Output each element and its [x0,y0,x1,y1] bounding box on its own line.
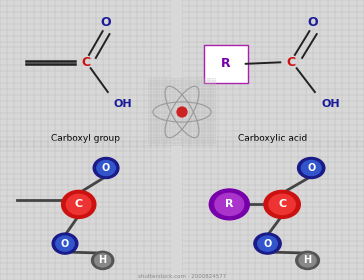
Text: O: O [101,16,111,29]
Text: Carboxylic acid: Carboxylic acid [238,134,308,143]
Text: R: R [221,57,230,70]
Circle shape [269,194,295,214]
Circle shape [298,157,325,179]
Text: C: C [75,199,83,209]
Text: C: C [81,56,90,69]
Circle shape [215,193,244,216]
Text: O: O [308,16,318,29]
Circle shape [177,107,187,117]
Circle shape [95,254,111,267]
Circle shape [91,251,114,269]
Circle shape [56,236,74,251]
Text: H: H [304,255,312,265]
Circle shape [258,236,277,251]
Text: Carboxyl group: Carboxyl group [51,134,120,143]
Text: OH: OH [114,99,132,109]
Circle shape [97,160,115,176]
Text: O: O [61,239,69,249]
Text: O: O [102,163,110,173]
Text: O: O [307,163,315,173]
Circle shape [254,233,281,254]
Text: OH: OH [322,99,341,109]
Text: C: C [278,199,286,209]
Circle shape [301,160,321,176]
Text: R: R [225,199,234,209]
FancyBboxPatch shape [204,45,248,83]
Circle shape [52,233,78,254]
Text: C: C [286,56,296,69]
Text: H: H [99,255,107,265]
Circle shape [209,189,249,220]
Circle shape [62,190,96,218]
Text: O: O [264,239,272,249]
Circle shape [93,157,119,179]
Text: shutterstock.com · 2000824577: shutterstock.com · 2000824577 [138,274,226,279]
Circle shape [299,254,316,267]
Circle shape [66,194,91,214]
Circle shape [296,251,320,269]
Circle shape [264,190,300,218]
